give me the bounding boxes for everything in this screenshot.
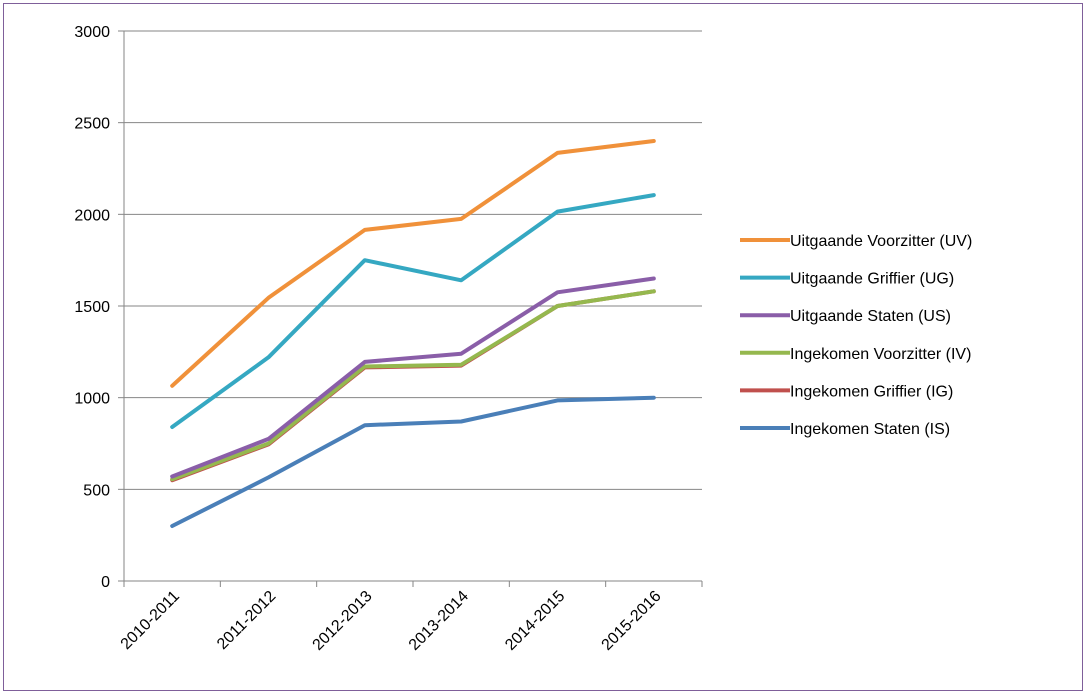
y-tick-label: 1000 <box>74 391 110 408</box>
chart-frame <box>3 3 1083 691</box>
x-tick-labels: 2010-2011 2011-2012 2012-2013 2013-2014 2014… <box>118 588 665 654</box>
legend: Uitgaande Voorzitter (UV) Uitgaande Griff… <box>740 233 972 438</box>
y-tick-label: 500 <box>83 482 110 499</box>
legend-label: Ingekomen Voorzitter (IV) <box>790 346 971 363</box>
legend-label: Ingekomen Staten (IS) <box>790 421 950 438</box>
y-tick-label: 2000 <box>74 207 110 224</box>
y-tick-label: 1500 <box>74 299 110 316</box>
y-tick-label: 0 <box>101 574 110 591</box>
x-tick-label: 2011-2012 <box>214 588 279 653</box>
legend-label: Uitgaande Staten (US) <box>790 308 951 325</box>
legend-label: Ingekomen Griffier (IG) <box>790 383 953 400</box>
x-tick-label: 2010-2011 <box>118 588 183 653</box>
series-line <box>170 395 656 528</box>
axes <box>118 30 703 587</box>
series-line <box>170 276 656 479</box>
y-tick-label: 2500 <box>74 116 110 133</box>
x-tick-label: 2015-2016 <box>599 588 665 654</box>
series-line <box>170 193 656 429</box>
x-tick-label: 2012-2013 <box>310 588 376 654</box>
series-line <box>170 289 656 482</box>
y-tick-label: 3000 <box>74 24 110 41</box>
gridlines <box>124 30 702 490</box>
series-line <box>170 139 656 388</box>
legend-label: Uitgaande Voorzitter (UV) <box>790 233 972 250</box>
y-tick-labels: 0 500 1000 1500 2000 2500 3000 <box>74 24 110 591</box>
x-tick-label: 2013-2014 <box>406 588 472 654</box>
legend-label: Uitgaande Griffier (UG) <box>790 271 954 288</box>
series-lines <box>170 139 656 528</box>
x-tick-label: 2014-2015 <box>502 588 568 654</box>
